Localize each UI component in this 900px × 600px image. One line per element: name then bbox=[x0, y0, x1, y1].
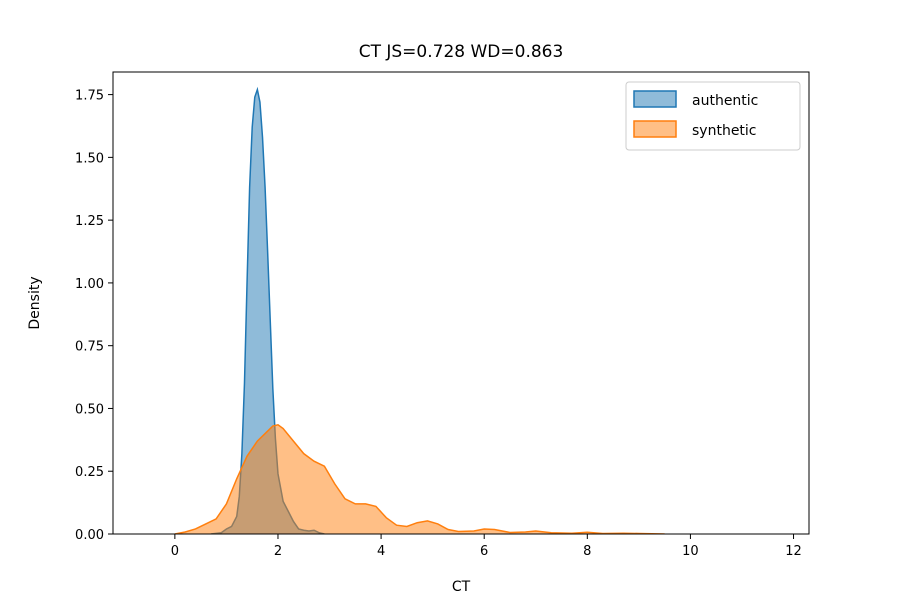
x-axis: 0 2 4 6 8 10 12 bbox=[171, 534, 802, 559]
area-authentic bbox=[210, 89, 325, 534]
chart-title: CT JS=0.728 WD=0.863 bbox=[359, 42, 564, 62]
y-tick-label: 1.25 bbox=[75, 214, 104, 229]
x-tick-label: 6 bbox=[480, 544, 488, 559]
area-synthetic bbox=[174, 424, 665, 534]
y-axis-label: Density bbox=[27, 276, 43, 329]
legend: authentic synthetic bbox=[625, 81, 801, 151]
series-layer bbox=[149, 86, 784, 534]
legend-label-synthetic: synthetic bbox=[692, 123, 757, 139]
x-tick-label: 2 bbox=[274, 544, 282, 559]
x-tick-label: 10 bbox=[682, 544, 699, 559]
y-tick-label: 0.25 bbox=[75, 465, 104, 480]
line-synthetic bbox=[174, 423, 665, 534]
x-axis-label: CT bbox=[452, 579, 471, 595]
y-tick-label: 0.75 bbox=[75, 340, 104, 355]
legend-label-authentic: authentic bbox=[692, 93, 758, 109]
y-axis: 0.00 0.25 0.50 0.75 1.00 1.25 1.50 1.75 bbox=[75, 89, 113, 543]
x-tick-label: 4 bbox=[377, 544, 385, 559]
plot-frame bbox=[112, 71, 810, 535]
y-tick-label: 0.50 bbox=[75, 402, 104, 417]
x-tick-label: 8 bbox=[583, 544, 591, 559]
y-tick-label: 1.00 bbox=[75, 277, 104, 292]
y-tick-label: 0.00 bbox=[75, 528, 104, 543]
x-tick-label: 0 bbox=[171, 544, 179, 559]
legend-swatch-synthetic bbox=[633, 120, 677, 138]
y-tick-label: 1.50 bbox=[75, 151, 104, 166]
legend-swatch-authentic bbox=[633, 90, 677, 108]
y-tick-label: 1.75 bbox=[75, 89, 104, 104]
x-tick-label: 12 bbox=[785, 544, 802, 559]
